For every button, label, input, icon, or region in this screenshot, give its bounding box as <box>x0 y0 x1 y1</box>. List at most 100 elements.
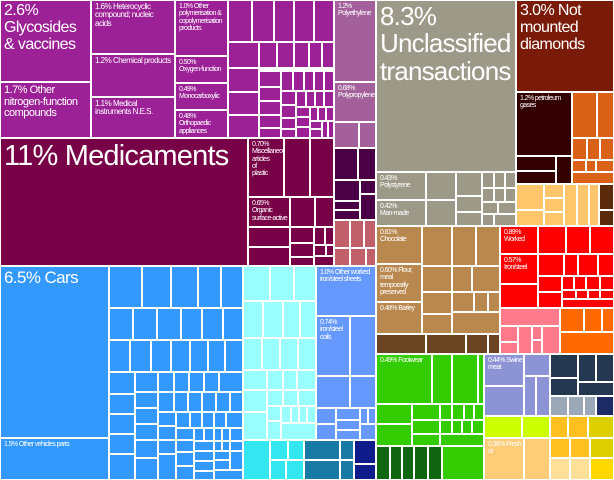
cell-medinstr: 1.1% Medical instruments N.E.S. <box>91 97 175 138</box>
label-swine: 0.44% Swine meat <box>488 357 523 372</box>
tile <box>151 340 171 372</box>
tile <box>482 202 498 214</box>
tile <box>432 354 452 404</box>
tile <box>259 101 281 115</box>
tile <box>109 434 135 454</box>
tile <box>135 458 158 480</box>
tile <box>135 424 158 440</box>
cell-ironsteel: 0.57% Iron/steel <box>500 254 538 284</box>
tile <box>336 420 360 430</box>
tile <box>572 138 587 160</box>
tile <box>283 390 298 406</box>
tile <box>248 247 290 266</box>
tile <box>596 396 614 416</box>
tile <box>542 326 560 354</box>
tile <box>190 340 208 372</box>
tile <box>194 471 214 480</box>
tile <box>325 227 334 245</box>
tile <box>230 441 243 451</box>
tile <box>222 441 230 451</box>
cell-ortho: 0.48% Orthopaedic appliances <box>175 110 228 138</box>
tile <box>354 440 376 464</box>
tile <box>267 406 281 421</box>
tile <box>281 118 296 129</box>
tile <box>194 428 204 441</box>
tile <box>216 392 230 412</box>
tile <box>262 338 280 370</box>
cell-ironcoils: 0.74% iron/steel coils <box>316 316 350 376</box>
tile <box>358 148 376 180</box>
tile <box>296 127 310 138</box>
tile <box>286 460 304 480</box>
tile <box>194 451 214 461</box>
tile <box>576 290 588 299</box>
tile <box>288 440 304 460</box>
tile <box>243 390 267 412</box>
tile <box>536 376 550 416</box>
tile <box>494 172 505 188</box>
tile <box>142 266 171 308</box>
tile <box>281 71 293 91</box>
tile <box>578 254 598 276</box>
tile <box>538 276 562 292</box>
tile <box>550 378 578 396</box>
tile <box>226 412 243 428</box>
tile <box>290 197 315 227</box>
tile <box>283 370 297 390</box>
tile <box>243 338 262 370</box>
tile <box>294 266 316 301</box>
tile <box>298 338 316 370</box>
tile <box>484 416 522 438</box>
tile <box>500 326 518 342</box>
cell-glycosides: 2.6% Glycosides & vaccines <box>0 0 91 82</box>
label-medicaments: 11% Medicaments <box>4 140 229 172</box>
tile <box>578 354 596 382</box>
cell-diamonds: 3.0% Not mounted diamonds <box>516 0 614 92</box>
tile <box>281 423 316 440</box>
label-vehparts: 1.5% Other vehicles parts <box>4 441 70 448</box>
label-diamonds: 3.0% Not mounted diamonds <box>520 2 585 53</box>
tile <box>248 227 290 247</box>
tile <box>516 210 544 226</box>
tile <box>223 308 243 340</box>
tile <box>228 68 259 92</box>
tile <box>296 91 306 107</box>
cell-worked: 0.89% Worked <box>500 226 538 254</box>
cell-swine: 0.44% Swine meat <box>484 354 524 386</box>
tile <box>222 428 230 441</box>
cell-flour: 0.60% Flour, meal temporarily preserved <box>376 264 422 302</box>
tile <box>440 434 484 446</box>
tile <box>158 454 176 480</box>
tile <box>500 342 518 354</box>
tile <box>340 460 354 480</box>
tile <box>598 254 614 276</box>
cell-chocolate: 0.61% Chocolate <box>376 226 422 264</box>
tile <box>354 464 376 480</box>
tile <box>158 372 174 392</box>
tile <box>310 107 318 121</box>
cell-nitrogen: 1.7% Other nitrogen-function compounds <box>0 82 91 138</box>
tile <box>198 266 221 308</box>
cell-polystyrene: 0.43% Polystyrene <box>376 172 426 200</box>
tile <box>316 376 350 408</box>
tile <box>516 184 544 210</box>
tile <box>538 292 562 308</box>
tile <box>340 440 354 460</box>
tile <box>426 172 456 200</box>
tile <box>472 420 484 434</box>
label-chemical: 1.2% Chemical products <box>95 56 171 65</box>
label-barley: 0.48% Barley <box>380 305 415 312</box>
tile <box>270 460 286 480</box>
tile <box>368 408 376 424</box>
tile <box>602 308 614 332</box>
tile <box>176 440 194 452</box>
tile <box>310 129 322 138</box>
tile <box>130 340 151 372</box>
tile <box>259 128 281 138</box>
label-medinstr: 1.1% Medical instruments N.E.S. <box>95 99 153 117</box>
cell-miscplastic: 0.70% Miscellaneous articles of plastic <box>248 138 284 197</box>
tile <box>336 408 360 420</box>
tile <box>570 458 590 480</box>
tile <box>364 220 376 248</box>
